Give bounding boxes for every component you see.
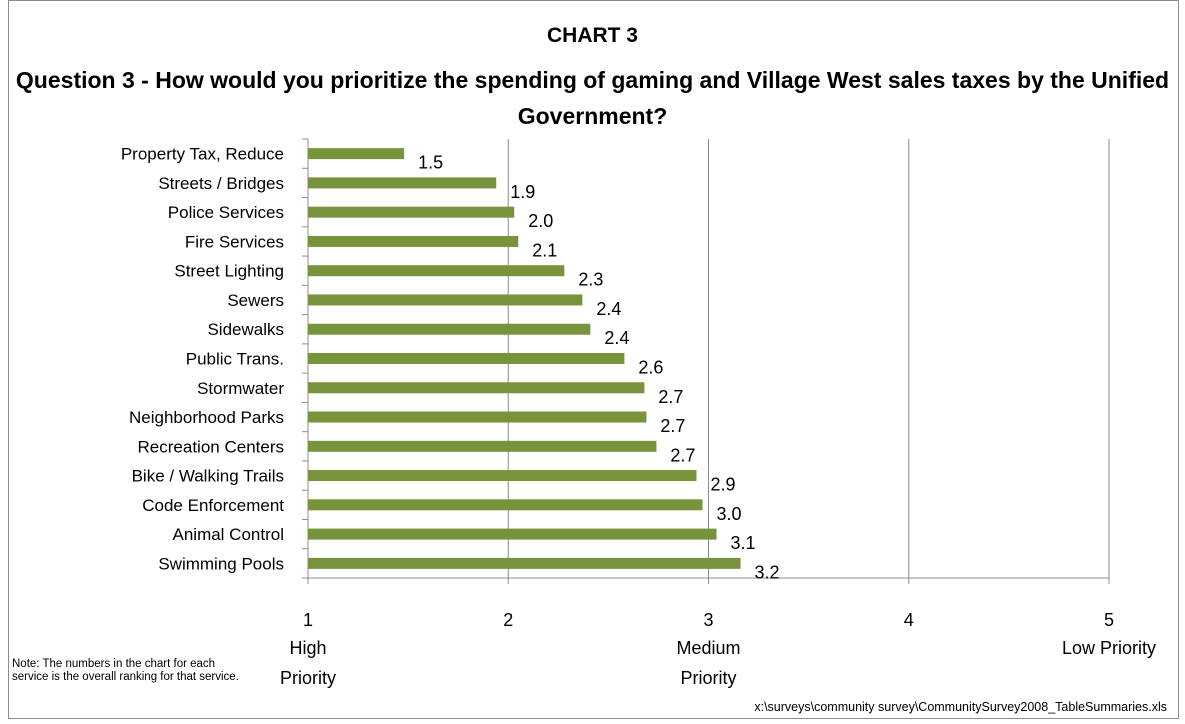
- category-label: Property Tax, Reduce: [121, 145, 284, 164]
- bar: [308, 294, 583, 306]
- data-label: 1.9: [510, 182, 535, 202]
- bar: [308, 440, 657, 452]
- category-label: Police Services: [168, 203, 284, 222]
- category-label: Sewers: [227, 291, 284, 310]
- x-tick-label: 3: [703, 610, 713, 630]
- data-label: 2.7: [670, 445, 695, 465]
- x-tick-caption: Low Priority: [1061, 638, 1157, 658]
- chart-title: CHART 3: [546, 24, 638, 47]
- category-label: Stormwater: [197, 379, 284, 398]
- data-label: 2.4: [604, 328, 629, 348]
- category-label: Streets / Bridges: [158, 174, 284, 193]
- data-label: 2.7: [660, 416, 685, 436]
- chart-subtitle: Question 3 - How would you prioritize th…: [15, 67, 1170, 129]
- source-path: x:\surveys\community survey\CommunitySur…: [754, 700, 1167, 714]
- data-label: 3.0: [716, 504, 741, 524]
- bar: [308, 382, 645, 394]
- x-tick-label: 2: [503, 610, 513, 630]
- x-tick-caption: High Priority: [279, 638, 336, 688]
- category-label: Fire Services: [185, 232, 284, 251]
- category-label: Recreation Centers: [138, 437, 284, 456]
- bar: [308, 528, 717, 540]
- data-label: 2.7: [658, 387, 683, 407]
- bar: [308, 177, 497, 189]
- data-label: 2.1: [532, 240, 557, 260]
- bar: [308, 499, 703, 511]
- data-label: 2.4: [596, 299, 621, 319]
- bar: [308, 353, 625, 364]
- category-label: Animal Control: [173, 525, 285, 544]
- category-label: Sidewalks: [207, 320, 284, 339]
- bar: [308, 411, 647, 423]
- bar: [308, 557, 741, 569]
- category-label: Code Enforcement: [142, 496, 284, 515]
- bar: [308, 323, 591, 335]
- x-tick-label: 4: [904, 610, 914, 630]
- bar: [308, 148, 405, 160]
- bar: [308, 206, 515, 218]
- data-label: 2.6: [638, 358, 663, 378]
- data-label: 3.1: [731, 533, 756, 553]
- category-label: Bike / Walking Trails: [132, 467, 284, 486]
- x-tick-label: 5: [1104, 610, 1114, 630]
- category-label: Street Lighting: [174, 262, 284, 281]
- category-label: Public Trans.: [186, 350, 284, 369]
- chart-note: Note: The numbers in the chart for each …: [12, 658, 239, 683]
- x-tick-label: 1: [303, 610, 313, 630]
- category-label: Neighborhood Parks: [129, 408, 284, 427]
- data-label: 2.3: [578, 270, 603, 290]
- bar: [308, 265, 565, 277]
- bar: [308, 235, 519, 247]
- data-label: 2.0: [528, 211, 553, 231]
- x-tick-caption: Medium Priority: [676, 638, 741, 688]
- category-label: Swimming Pools: [158, 554, 284, 573]
- bar: [308, 470, 697, 482]
- data-label: 1.5: [418, 153, 443, 173]
- data-label: 3.2: [755, 562, 780, 582]
- data-label: 2.9: [710, 475, 735, 495]
